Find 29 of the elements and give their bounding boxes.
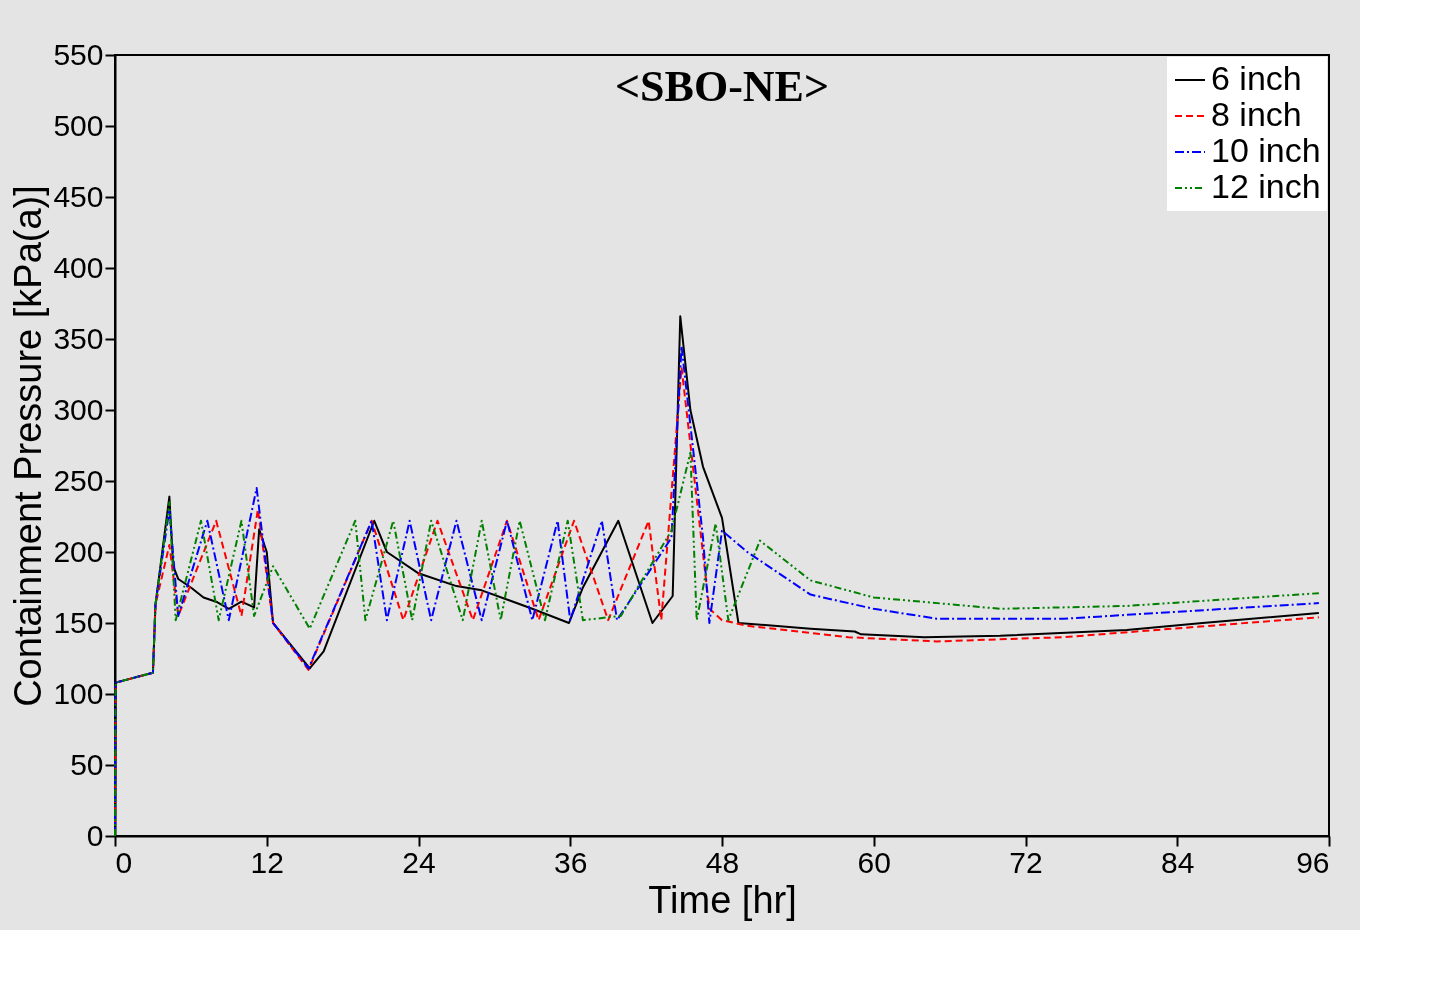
x-axis-title: Time [hr] [648,878,797,921]
y-tick-label: 300 [53,392,104,426]
x-tick-label: 48 [705,845,740,879]
y-tick-label: 250 [53,463,104,497]
x-tick-label: 72 [1009,845,1043,879]
y-tick-label: 200 [53,534,104,568]
legend-label: 10 inch [1211,131,1321,169]
chart-title: <SBO-NE> [615,62,829,111]
line-series [114,451,1320,837]
y-tick-label: 150 [53,605,104,639]
x-tick-label: 60 [857,845,891,879]
y-tick-label: 550 [53,37,104,71]
y-tick-label: 350 [53,321,104,355]
y-tick-label: 400 [53,250,104,284]
x-tick-label: 84 [1161,845,1195,879]
y-tick-label: 50 [70,747,104,781]
x-tick-label: 36 [554,845,588,879]
y-tick-label: 500 [53,108,104,142]
legend-label: 8 inch [1211,95,1302,133]
y-tick-label: 450 [53,179,104,213]
y-tick-label: 100 [53,676,104,710]
legend-label: 12 inch [1211,167,1321,205]
x-tick-label: 12 [250,845,284,879]
y-axis-title: Containment Pressure [kPa(a)] [7,185,50,707]
x-tick-label: 24 [402,845,436,879]
x-tick-label: 0 [115,845,133,879]
y-tick-label: 0 [86,818,104,852]
x-tick-label: 96 [1296,845,1330,879]
legend-label: 6 inch [1211,59,1302,97]
